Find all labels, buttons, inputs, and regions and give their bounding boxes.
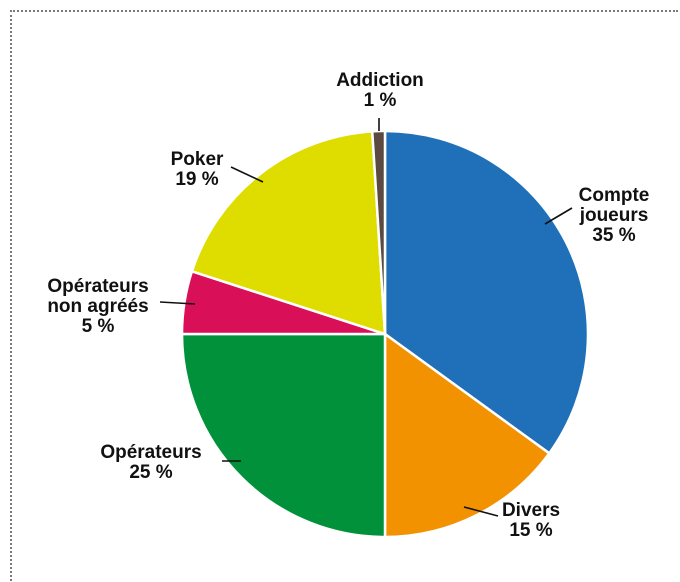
chart-frame [10,10,678,581]
leader-line-1 [463,506,499,517]
slice-value-label-4: 19 % [175,169,218,190]
slice-label-5-0: Addiction [336,70,424,91]
slice-label-1-0: Divers [502,500,560,521]
pie-slice-1 [383,332,551,539]
pie-slice-4 [190,130,387,336]
slice-label-0-1: joueurs [579,205,649,226]
slice-label-3-1: non agréés [47,296,148,317]
slice-value-label-3: 5 % [82,316,115,337]
pie-slice-2 [180,332,387,539]
slice-value-label-0: 35 % [592,225,635,246]
pie-slice-5 [371,129,387,336]
pie-slice-0 [383,129,590,455]
slice-label-3-0: Opérateurs [47,276,148,297]
pie-slices [180,129,590,539]
slice-label-4-0: Poker [171,149,224,170]
slice-label-0-0: Compte [579,185,650,206]
slice-value-label-1: 15 % [509,520,552,541]
leader-lines [159,118,573,517]
leader-line-4 [230,166,264,183]
slice-label-2-0: Opérateurs [100,442,201,463]
leader-line-0 [544,207,573,225]
slice-value-label-2: 25 % [129,462,172,483]
slice-value-label-5: 1 % [364,90,397,111]
leader-line-3 [159,301,196,305]
